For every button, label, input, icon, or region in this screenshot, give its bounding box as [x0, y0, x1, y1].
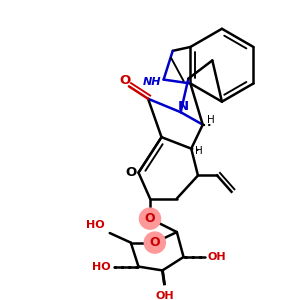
- Circle shape: [144, 232, 165, 253]
- Text: NH: NH: [143, 76, 162, 86]
- Text: O: O: [145, 212, 155, 225]
- Circle shape: [140, 208, 160, 229]
- Text: O: O: [149, 236, 160, 249]
- Text: HO: HO: [86, 220, 105, 230]
- Text: H: H: [195, 146, 203, 156]
- Text: HO: HO: [92, 262, 111, 272]
- Text: N: N: [178, 100, 189, 113]
- Text: O: O: [119, 74, 131, 87]
- Text: OH: OH: [208, 252, 226, 262]
- Text: H: H: [206, 115, 214, 125]
- Text: O: O: [125, 166, 136, 179]
- Text: OH: OH: [155, 291, 174, 300]
